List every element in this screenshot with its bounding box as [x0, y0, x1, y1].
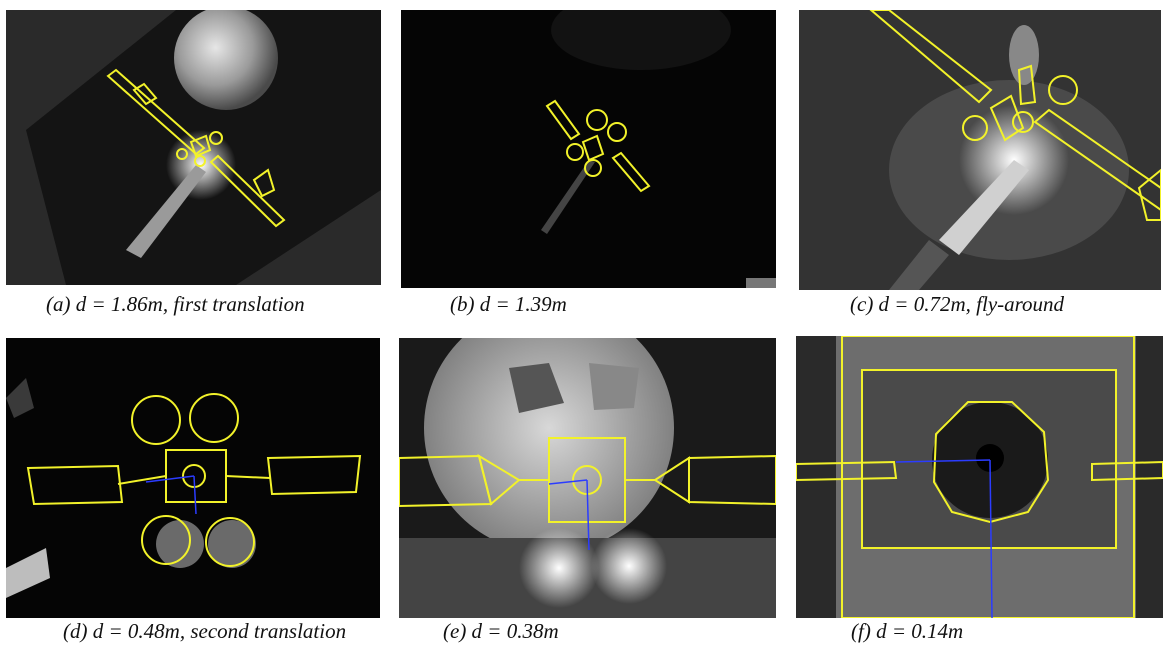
caption-c: (c) d = 0.72m, fly-around [850, 292, 1065, 316]
panel-c-image [799, 10, 1161, 290]
panel-f-image [796, 336, 1163, 618]
panel-e-image [399, 338, 776, 618]
panel-b-image [401, 10, 776, 288]
caption-e: (e) d = 0.38m [443, 619, 559, 643]
caption-b: (b) d = 1.39m [450, 292, 567, 316]
caption-a: (a) d = 1.86m, first translation [46, 292, 305, 316]
panel-d-image [6, 338, 380, 618]
caption-d: (d) d = 0.48m, second translation [63, 619, 347, 643]
caption-f: (f) d = 0.14m [851, 619, 964, 643]
panel-a-image [6, 10, 381, 285]
